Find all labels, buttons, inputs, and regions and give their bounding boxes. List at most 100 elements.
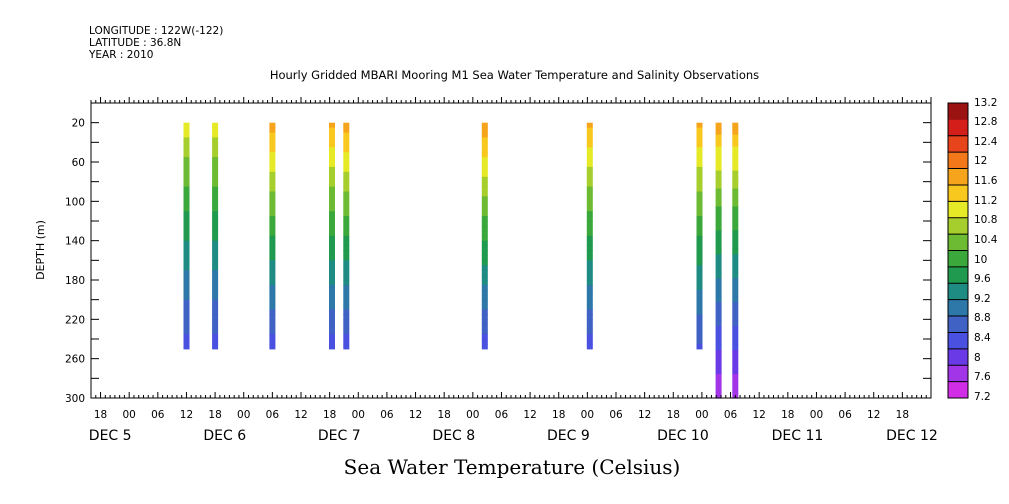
profile-segment <box>715 218 722 225</box>
profile-segment <box>343 309 350 315</box>
profile-segment <box>183 225 190 232</box>
colorbar-swatch <box>948 348 968 366</box>
profile-segment <box>715 206 722 214</box>
profile-segment <box>715 368 722 375</box>
profile-segment <box>269 343 276 350</box>
profile-segment <box>183 280 190 286</box>
profile-segment <box>481 314 488 320</box>
colorbar-swatch <box>948 184 968 202</box>
profile-segment <box>696 280 703 286</box>
profile-segment <box>269 235 276 242</box>
profile-segment <box>212 196 219 202</box>
profile-segment <box>715 344 722 351</box>
profile-segment <box>715 290 722 297</box>
profile-segment <box>269 216 276 222</box>
profile-segment <box>329 181 335 188</box>
profile-segment <box>269 201 276 207</box>
profile-segment <box>329 196 335 202</box>
profile-segment <box>696 137 703 143</box>
profile-segment <box>715 284 722 291</box>
profile-segment <box>481 280 488 286</box>
profile-segment <box>715 278 722 285</box>
profile-segment <box>481 343 488 350</box>
profile-segment <box>329 339 335 345</box>
profile-segment <box>329 216 335 222</box>
profile-segment <box>343 265 350 271</box>
colorbar-label: 11.2 <box>974 195 997 207</box>
profile-segment <box>696 275 703 281</box>
profile-segment <box>696 299 703 306</box>
profile-segment <box>329 186 335 193</box>
profile-segment <box>269 280 276 286</box>
profile-segment <box>183 324 190 330</box>
profile-segment <box>183 176 190 183</box>
colorbar-swatch <box>948 119 968 137</box>
y-tick-label: 260 <box>65 354 85 366</box>
profile-segment <box>481 270 488 276</box>
x-tick-label: 12 <box>523 409 536 421</box>
profile-segment <box>269 191 276 197</box>
profile-segment <box>715 188 722 196</box>
x-day-label: DEC 5 <box>89 428 132 444</box>
profile-segment <box>586 186 593 193</box>
profile-segment <box>696 122 703 129</box>
profile-segment <box>343 206 350 212</box>
profile-segment <box>269 250 276 256</box>
profile-segment <box>732 326 739 333</box>
profile-segment <box>343 245 350 252</box>
profile-segment <box>481 250 488 256</box>
x-tick-label: 00 <box>810 409 823 421</box>
profile-segment <box>715 362 722 369</box>
profile-segment <box>183 319 190 325</box>
profile-segment <box>343 240 350 247</box>
profile-segment <box>329 250 335 256</box>
profile-segment <box>586 309 593 315</box>
profile-segment <box>343 216 350 222</box>
profile-segment <box>715 338 722 345</box>
profile-segment <box>183 142 190 148</box>
x-axis-label: Sea Water Temperature (Celsius) <box>343 455 681 479</box>
profile-segment <box>212 289 219 296</box>
profile-segment <box>696 314 703 320</box>
temperature-profile-bar <box>696 122 703 350</box>
profile-segment <box>329 289 335 296</box>
profile-segment <box>269 152 276 158</box>
profile-segment <box>183 221 190 227</box>
profile-segment <box>212 343 219 350</box>
profile-segment <box>343 211 350 217</box>
colorbar-label: 9.2 <box>974 293 991 305</box>
profile-segment <box>586 201 593 207</box>
profile-segment <box>212 147 219 153</box>
profile-segment <box>481 176 488 183</box>
profile-segment <box>212 334 219 340</box>
profile-segment <box>343 157 350 163</box>
profile-segment <box>732 242 739 249</box>
profile-segment <box>586 299 593 306</box>
temperature-profile-bar <box>732 122 739 399</box>
profile-segment <box>696 324 703 330</box>
profile-segment <box>269 162 276 168</box>
x-tick-label: 18 <box>667 409 680 421</box>
profile-segment <box>586 162 593 168</box>
profile-segment <box>329 152 335 158</box>
profile-segment <box>183 127 190 134</box>
profile-segment <box>481 299 488 306</box>
colorbar-swatch <box>948 266 968 284</box>
y-tick-label: 220 <box>65 314 85 326</box>
x-day-label: DEC 12 <box>886 428 938 444</box>
profile-segment <box>732 194 739 202</box>
profile-segment <box>481 245 488 252</box>
profile-segment <box>586 152 593 158</box>
colorbar-swatch <box>948 381 968 399</box>
profile-segment <box>732 314 739 321</box>
x-tick-label: 06 <box>151 409 165 421</box>
profile-segment <box>586 265 593 271</box>
x-tick-label: 06 <box>724 409 738 421</box>
profile-segment <box>732 230 739 237</box>
profile-segment <box>696 250 703 256</box>
profile-segment <box>183 275 190 281</box>
profile-segment <box>343 171 350 178</box>
profile-segment <box>212 319 219 325</box>
profile-segment <box>212 171 219 178</box>
profile-segment <box>586 142 593 148</box>
